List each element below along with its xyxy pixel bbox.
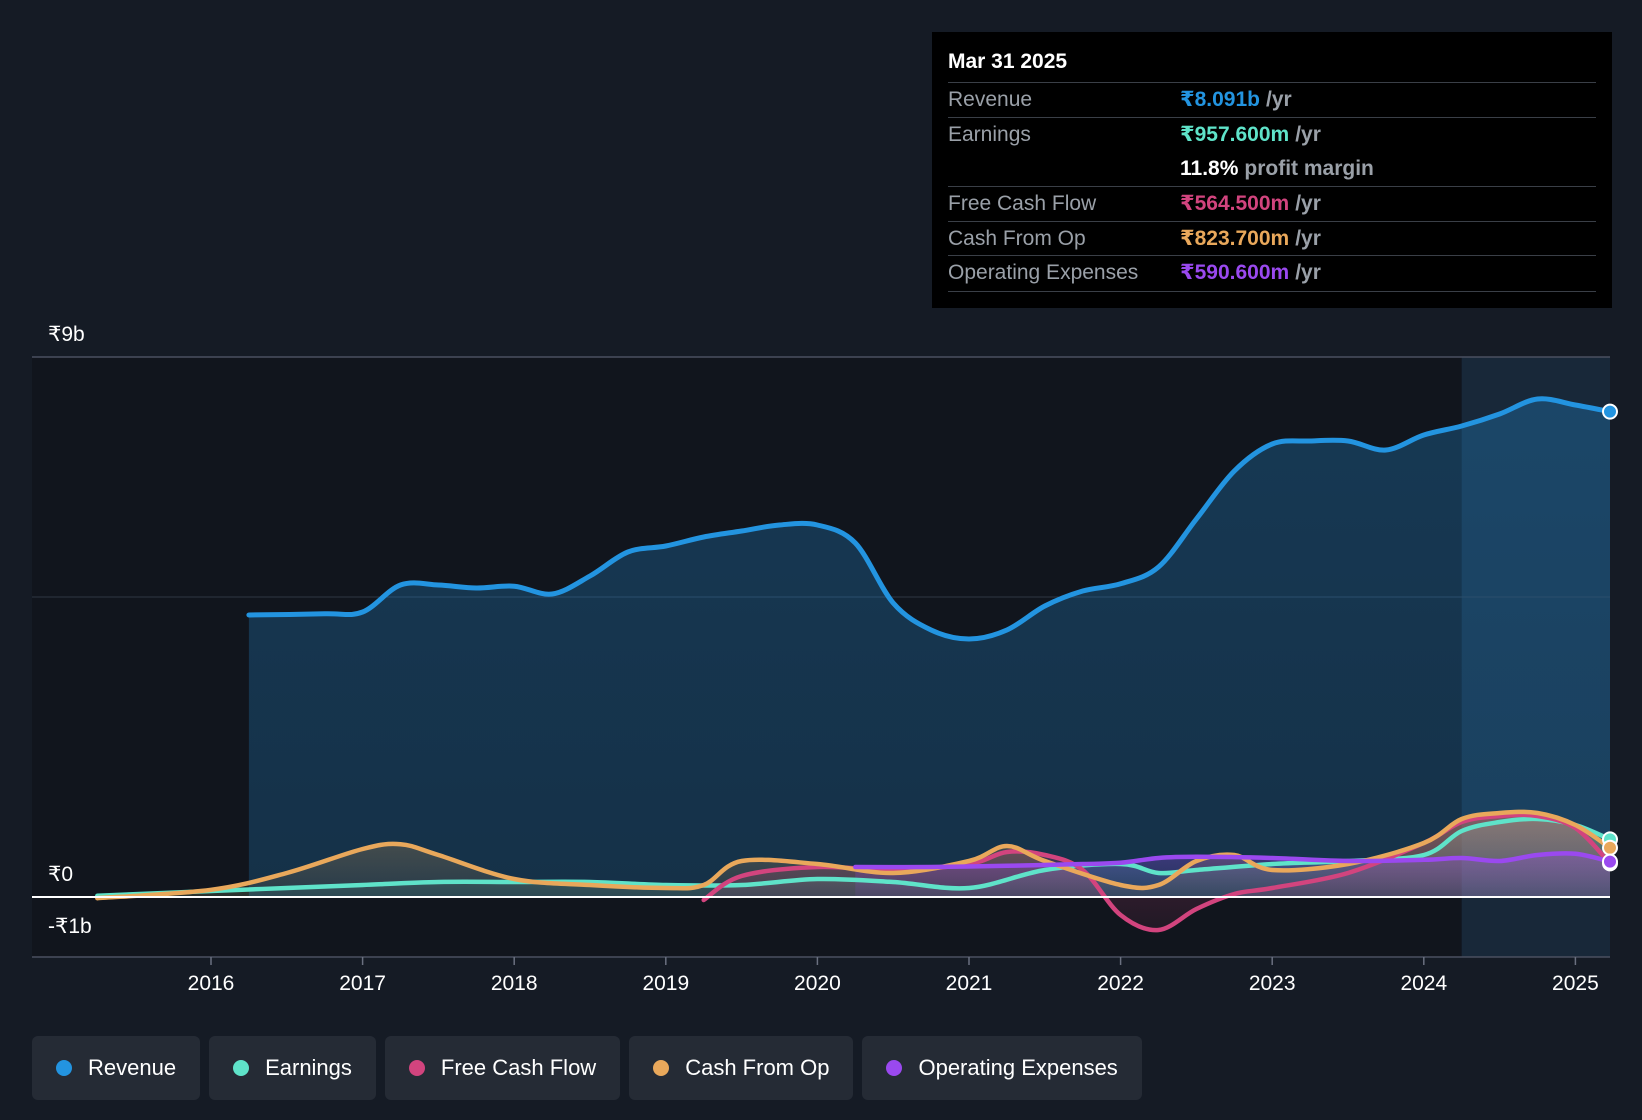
legend: Revenue Earnings Free Cash Flow Cash Fro… xyxy=(32,1036,1142,1100)
x-tick-label: 2021 xyxy=(946,972,993,995)
tooltip-row-free-cash-flow: Free Cash Flow ₹564.500m /yr xyxy=(948,186,1596,221)
operating-expenses-area xyxy=(855,853,1610,897)
x-tick-label: 2024 xyxy=(1400,972,1447,995)
legend-dot-icon xyxy=(653,1060,670,1076)
x-tick-label: 2023 xyxy=(1249,972,1296,995)
tooltip-unit: /yr xyxy=(1266,88,1292,111)
legend-label: Operating Expenses xyxy=(918,1055,1118,1080)
x-tick-label: 2017 xyxy=(339,972,386,995)
tooltip-value: ₹564.500m xyxy=(1180,192,1290,215)
revenue-area xyxy=(248,398,1610,897)
x-tick-label: 2022 xyxy=(1097,972,1144,995)
tooltip-row-cash-from-op: Cash From Op ₹823.700m /yr xyxy=(948,221,1596,255)
legend-item-operating-expenses[interactable]: Operating Expenses xyxy=(862,1036,1142,1100)
tooltip-label: Earnings xyxy=(948,123,1031,146)
y-tick-label: ₹0 xyxy=(48,863,73,886)
y-tick-label: ₹9b xyxy=(48,323,85,346)
legend-dot-icon xyxy=(408,1060,425,1076)
legend-label: Cash From Op xyxy=(685,1055,830,1080)
tooltip-label: Cash From Op xyxy=(948,227,1086,250)
tooltip-label: Operating Expenses xyxy=(948,261,1139,284)
tooltip-unit: /yr xyxy=(1295,123,1321,146)
legend-dot-icon xyxy=(233,1060,250,1076)
legend-label: Free Cash Flow xyxy=(440,1055,597,1080)
tooltip-value: ₹823.700m xyxy=(1180,227,1290,250)
legend-item-free-cash-flow[interactable]: Free Cash Flow xyxy=(384,1036,621,1100)
profit-margin-label: profit margin xyxy=(1244,157,1374,180)
tooltip-unit: /yr xyxy=(1295,192,1321,215)
legend-dot-icon xyxy=(886,1060,903,1076)
tooltip-value: ₹590.600m xyxy=(1180,261,1290,284)
revenue-line xyxy=(246,396,1613,642)
legend-item-cash-from-op[interactable]: Cash From Op xyxy=(629,1036,854,1100)
legend-label: Earnings xyxy=(265,1055,352,1080)
legend-dot-icon xyxy=(56,1060,72,1076)
tooltip-row-operating-expenses: Operating Expenses ₹590.600m /yr xyxy=(948,255,1596,291)
y-tick-label: -₹1b xyxy=(48,915,92,938)
operating-expenses-line xyxy=(853,851,1613,870)
legend-item-earnings[interactable]: Earnings xyxy=(209,1036,376,1100)
free-cash-flow-line xyxy=(701,812,1613,933)
series-lines xyxy=(95,396,1613,933)
tooltip-label: Revenue xyxy=(948,88,1033,111)
tooltip-panel: Mar 31 2025 Revenue ₹8.091b /yr Earnings… xyxy=(932,32,1612,308)
x-tick-label: 2019 xyxy=(642,972,689,995)
legend-label: Revenue xyxy=(88,1055,177,1080)
operating-expenses-end-marker xyxy=(1602,853,1618,870)
x-tick-label: 2020 xyxy=(794,972,841,995)
tooltip-label: Free Cash Flow xyxy=(948,192,1097,215)
tooltip-unit: /yr xyxy=(1295,261,1321,284)
x-tick-label: 2018 xyxy=(491,972,538,995)
tooltip-profit-margin: 11.8% profit margin xyxy=(948,152,1596,186)
revenue-end-marker xyxy=(1602,403,1618,420)
earnings-line xyxy=(95,816,1613,899)
axes: ₹9b ₹0 -₹1b 2016 2017 2018 2019 2020 2021 2022 202… xyxy=(32,323,1610,995)
tooltip-value: ₹957.600m xyxy=(1180,123,1290,146)
x-tick-label: 2025 xyxy=(1552,972,1599,995)
x-tick-label: 2016 xyxy=(188,972,235,995)
tooltip-row-earnings: Earnings ₹957.600m /yr xyxy=(948,117,1596,152)
cash-from-op-line xyxy=(95,809,1613,901)
cash-from-op-end-marker xyxy=(1602,839,1618,856)
tooltip-value: ₹8.091b xyxy=(1180,88,1260,111)
tooltip-unit: /yr xyxy=(1295,227,1321,250)
legend-item-revenue[interactable]: Revenue xyxy=(32,1036,201,1100)
tooltip-row-revenue: Revenue ₹8.091b /yr xyxy=(948,82,1596,117)
tooltip-date: Mar 31 2025 xyxy=(948,50,1068,73)
series-end-markers xyxy=(1602,403,1618,872)
profit-margin-value: 11.8% xyxy=(1180,157,1239,180)
